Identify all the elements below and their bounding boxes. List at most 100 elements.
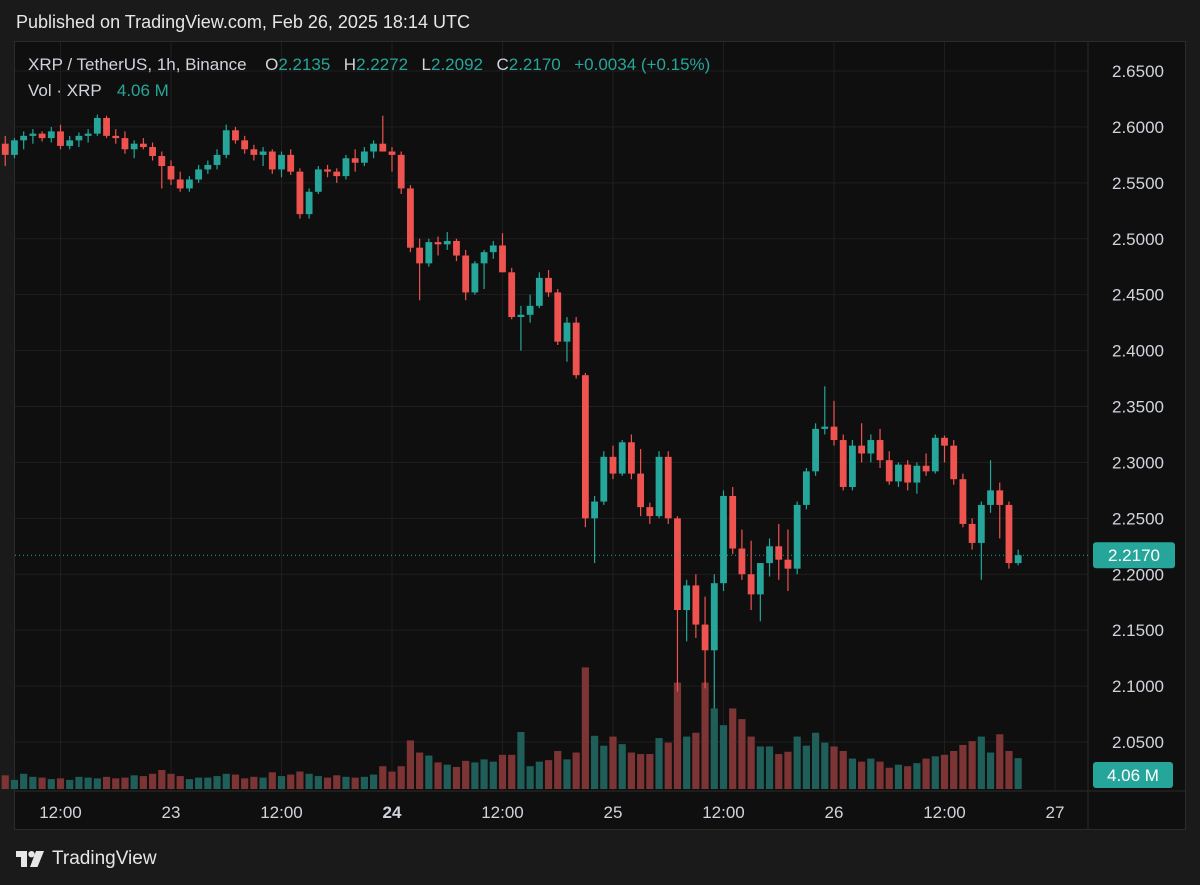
candle-body (20, 135, 28, 141)
volume-bar (231, 774, 240, 789)
time-tick-label: 26 (825, 803, 844, 822)
candle-body (683, 585, 691, 611)
price-tick-label: 2.1500 (1112, 621, 1164, 640)
volume-bar (701, 682, 709, 789)
price-tick-label: 2.2500 (1112, 509, 1164, 528)
volume-bar (830, 746, 838, 789)
price-tick-label: 2.1000 (1112, 677, 1164, 696)
volume-bar (416, 752, 424, 789)
volume-bar (784, 751, 792, 789)
volume-bar (66, 779, 74, 789)
candle-body (830, 426, 838, 441)
candle-body (922, 465, 930, 472)
time-tick-label: 12:00 (702, 803, 745, 822)
candle-body (839, 440, 847, 488)
candle-body (913, 465, 921, 483)
volume-bar (913, 763, 921, 789)
candle-body (407, 188, 414, 248)
price-axis: 2.6500 2.6000 2.5500 2.5000 2.4500 2.4000 2.35… (1112, 62, 1164, 752)
volume-bar (821, 742, 829, 789)
volume-bar (47, 779, 55, 789)
candle-body (416, 247, 424, 264)
symbol-label[interactable]: XRP / TetherUS, 1h, Binance (28, 55, 247, 74)
price-tick-label: 2.6500 (1112, 62, 1164, 81)
volume-bar (544, 760, 553, 789)
open-value: 2.2135 (278, 55, 331, 74)
last-price-badge (1093, 542, 1175, 569)
candle-body (563, 322, 571, 342)
candle-body (57, 131, 64, 146)
volume-bar (719, 725, 728, 789)
volume-bar (425, 755, 433, 789)
candle-body (324, 169, 331, 172)
candle-body (121, 138, 129, 150)
price-tick-label: 2.5000 (1112, 230, 1164, 249)
candle-body (766, 546, 773, 564)
candle-body (360, 151, 368, 163)
candle-body (213, 154, 221, 165)
candle-body (333, 171, 341, 177)
close-value: 2.2170 (508, 55, 561, 74)
candle-body (628, 442, 635, 474)
candle-body (342, 158, 350, 177)
volume-bar (765, 746, 774, 789)
candle-body (471, 263, 479, 293)
volume-value: 4.06 M (116, 81, 169, 100)
volume-bar (498, 754, 507, 789)
candle-body (47, 131, 55, 139)
candle-body (738, 548, 746, 575)
volume-bar (811, 732, 820, 789)
candle-body (241, 140, 249, 150)
volume-bar (977, 736, 985, 789)
volume-bar (56, 778, 65, 789)
chart-frame[interactable] (14, 41, 1186, 830)
volume-bar (1, 775, 9, 789)
candle-body (204, 164, 212, 170)
volume-bar (10, 779, 19, 789)
volume-bar (968, 741, 976, 789)
volume-bar (885, 767, 893, 789)
candle-body (305, 191, 313, 215)
volume-bar (443, 764, 451, 789)
volume-bar (434, 762, 442, 789)
candle-body (84, 133, 92, 136)
volume-bar (369, 774, 378, 789)
volume-bar (1005, 751, 1013, 789)
volume-bar (480, 759, 488, 789)
tradingview-logo[interactable]: TradingView (16, 848, 157, 870)
candle-body (296, 171, 304, 215)
volume-bar (406, 740, 415, 789)
last-volume-label: 4.06 M (1107, 766, 1159, 785)
time-tick-label: 27 (1046, 803, 1065, 822)
volume-bar (185, 779, 194, 789)
volume-bar (130, 775, 138, 789)
volume-bar (287, 774, 295, 789)
candle-body (195, 169, 203, 180)
candle-body (876, 440, 884, 461)
candle-body (664, 456, 672, 519)
volume-bar (222, 773, 230, 789)
volume-bar (609, 736, 617, 789)
volume-bar (489, 761, 497, 789)
volume-bar (323, 777, 332, 789)
price-tick-label: 2.4000 (1112, 342, 1164, 361)
volume-bar (747, 736, 755, 789)
volume-bar (333, 775, 341, 789)
candle-body (149, 147, 156, 156)
candle-body (139, 143, 147, 148)
volume-bar (305, 773, 313, 789)
candle-body (259, 151, 267, 155)
price-tick-label: 2.2000 (1112, 565, 1164, 584)
candle-body (775, 546, 783, 560)
published-caption: Published on TradingView.com, Feb 26, 20… (16, 12, 470, 32)
candle-body (959, 479, 967, 524)
candle-body (545, 277, 552, 293)
volume-label[interactable]: Vol · XRP (28, 81, 102, 100)
volume-bar (471, 762, 479, 789)
low-label: L (421, 55, 431, 74)
price-tick-label: 2.4500 (1112, 286, 1164, 305)
candle-body (112, 135, 120, 139)
candle-body (93, 117, 101, 134)
volume-bar (75, 776, 83, 789)
